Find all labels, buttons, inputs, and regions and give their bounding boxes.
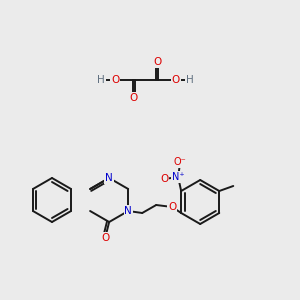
- Text: O: O: [101, 233, 109, 243]
- Text: O⁻: O⁻: [174, 157, 187, 167]
- Text: O: O: [172, 75, 180, 85]
- Text: O: O: [129, 93, 137, 103]
- Text: N⁺: N⁺: [172, 172, 184, 182]
- Text: H: H: [186, 75, 194, 85]
- Text: N: N: [105, 173, 113, 183]
- Text: N: N: [124, 206, 132, 216]
- Text: O: O: [168, 202, 176, 212]
- Text: H: H: [97, 75, 105, 85]
- Text: O: O: [160, 174, 168, 184]
- Text: O: O: [154, 57, 162, 67]
- Text: O: O: [111, 75, 119, 85]
